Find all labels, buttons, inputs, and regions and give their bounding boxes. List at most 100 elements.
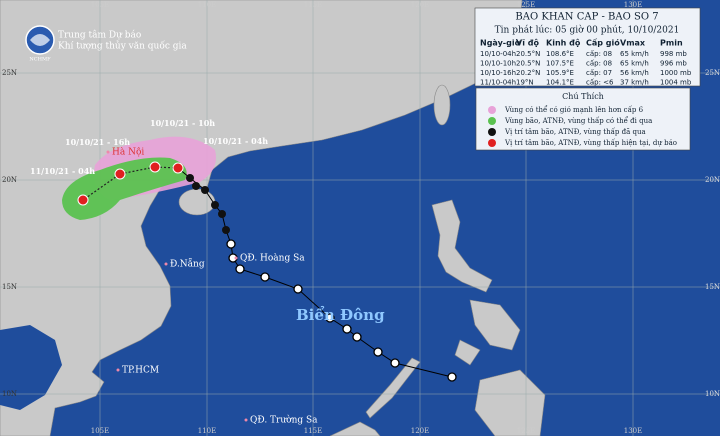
legend-swatch [488, 106, 496, 114]
table-cell: 108.6°E [546, 50, 574, 58]
borneo [329, 421, 381, 436]
forecast-position [149, 161, 161, 173]
lon-label: 125E [517, 427, 535, 435]
past-position [293, 284, 303, 294]
bulletin-box [474, 7, 701, 87]
past-position [260, 272, 270, 282]
place-label: Hà Nội [112, 147, 144, 158]
place-dot [234, 256, 238, 260]
legend-item: Vùng có thể có gió mạnh lên hơn cấp 6 [504, 105, 644, 114]
past-storm [222, 226, 230, 234]
forecast-label: 10/10/21 - 04h [203, 136, 268, 146]
table-cell: cấp: 08 [586, 60, 612, 68]
table-header: Ngày-giờ [480, 38, 521, 48]
lon-label: 115E [304, 1, 322, 9]
table-cell: 20.5°N [516, 50, 540, 58]
table-cell: 20.5°N [516, 60, 540, 68]
lon-label: 130E [624, 427, 642, 435]
legend-swatch [488, 117, 496, 125]
past-position [235, 264, 245, 274]
legend-box [475, 87, 691, 151]
forecast-label: 10/10/21 - 16h [65, 137, 130, 147]
lon-label: 105E [91, 1, 109, 9]
table-cell: 10/10-16h [480, 69, 516, 77]
past-position [447, 372, 457, 382]
place-label: Đ.Nẵng [170, 258, 205, 270]
mainland [0, 0, 523, 436]
taiwan [433, 84, 451, 126]
past-storm [201, 186, 209, 194]
place-label: Biển Đông [296, 306, 385, 324]
logo-text: Khí tượng thủy văn quốc gia [58, 41, 187, 52]
place-dot [106, 150, 110, 154]
lon-label: 130E [624, 1, 642, 9]
table-header: Pmin [660, 39, 683, 48]
legend-item: Vị trí tâm bão, ATNĐ, vùng thấp đã qua [504, 127, 646, 136]
track-icons [77, 161, 457, 382]
table-cell: 20.2°N [516, 69, 540, 77]
lat-label: 10N [705, 390, 720, 398]
lat-label: 15N [705, 283, 720, 291]
logo-badge: NCHMF [29, 57, 51, 63]
legend-swatch [488, 139, 496, 147]
place-label: QĐ. Hoàng Sa [240, 253, 305, 264]
lat-label: 20N [705, 176, 720, 184]
mindanao [474, 369, 546, 436]
past-storm [218, 210, 226, 218]
storm-cone [62, 157, 187, 220]
table-cell: 998 mb [660, 50, 687, 58]
table-header: Cấp gió [586, 38, 620, 48]
table-header: Vmax [620, 39, 646, 48]
forecast-label: 11/10/21 - 04h [30, 166, 95, 176]
table-cell: 65 km/h [620, 60, 649, 68]
table-cell: cấp: 08 [586, 50, 612, 58]
table-cell: 19°N [516, 79, 534, 87]
table-cell: 1004 mb [660, 79, 692, 87]
table-cell: 10/10-04h [480, 50, 516, 58]
table-cell: 1000 mb [660, 69, 692, 77]
table-cell: cấp: <6 [586, 79, 614, 87]
table-header: Kinh độ [546, 39, 581, 48]
forecast-label: 10/10/21 - 10h [150, 118, 215, 128]
past-storm [211, 201, 219, 209]
past-position [325, 313, 335, 323]
place-label: QĐ. Trường Sa [250, 415, 318, 426]
legend-item: Vị trí tâm bão, ATNĐ, vùng thấp hiện tại… [504, 138, 677, 147]
past-position [390, 358, 400, 368]
lat-label: 25N [705, 69, 720, 77]
table-cell: cấp: 07 [586, 69, 612, 77]
past-position [373, 347, 383, 357]
forecast-track [82, 166, 179, 201]
lon-label: 115E [304, 427, 322, 435]
bulletin-title: BAO KHAN CAP - BAO SO 7 [515, 12, 658, 23]
logo [25, 25, 55, 55]
lon-label: 110E [198, 1, 216, 9]
forecast-position [114, 168, 126, 180]
forecast-position [172, 162, 184, 174]
table-cell: 56 km/h [620, 69, 649, 77]
visayas [454, 299, 521, 366]
table-cell: 105.9°E [546, 69, 574, 77]
table-cell: 10/10-10h [480, 60, 516, 68]
gulf-of-thailand [0, 325, 62, 410]
past-position [352, 332, 362, 342]
place-dot [116, 368, 120, 372]
lat-label: 15N [2, 283, 17, 291]
lon-label: 120E [411, 1, 429, 9]
legend-item: Vùng bão, ATNĐ, vùng thấp có thể đi qua [504, 116, 652, 125]
past-storm [186, 174, 194, 182]
place-dot [244, 418, 248, 422]
table-cell: 107.5°E [546, 60, 574, 68]
past-position [342, 324, 352, 334]
table-cell: 996 mb [660, 60, 687, 68]
table-cell: 65 km/h [620, 50, 649, 58]
place-dot [164, 262, 168, 266]
hainan [178, 188, 216, 216]
past-storm [192, 182, 200, 190]
table-cell: 37 km/h [620, 79, 649, 87]
bulletin-issued: Tin phát lúc: 05 giờ 00 phút, 10/10/2021 [495, 25, 680, 36]
forecast-position [77, 194, 89, 206]
past-position [226, 239, 236, 249]
lon-label: 120E [411, 427, 429, 435]
